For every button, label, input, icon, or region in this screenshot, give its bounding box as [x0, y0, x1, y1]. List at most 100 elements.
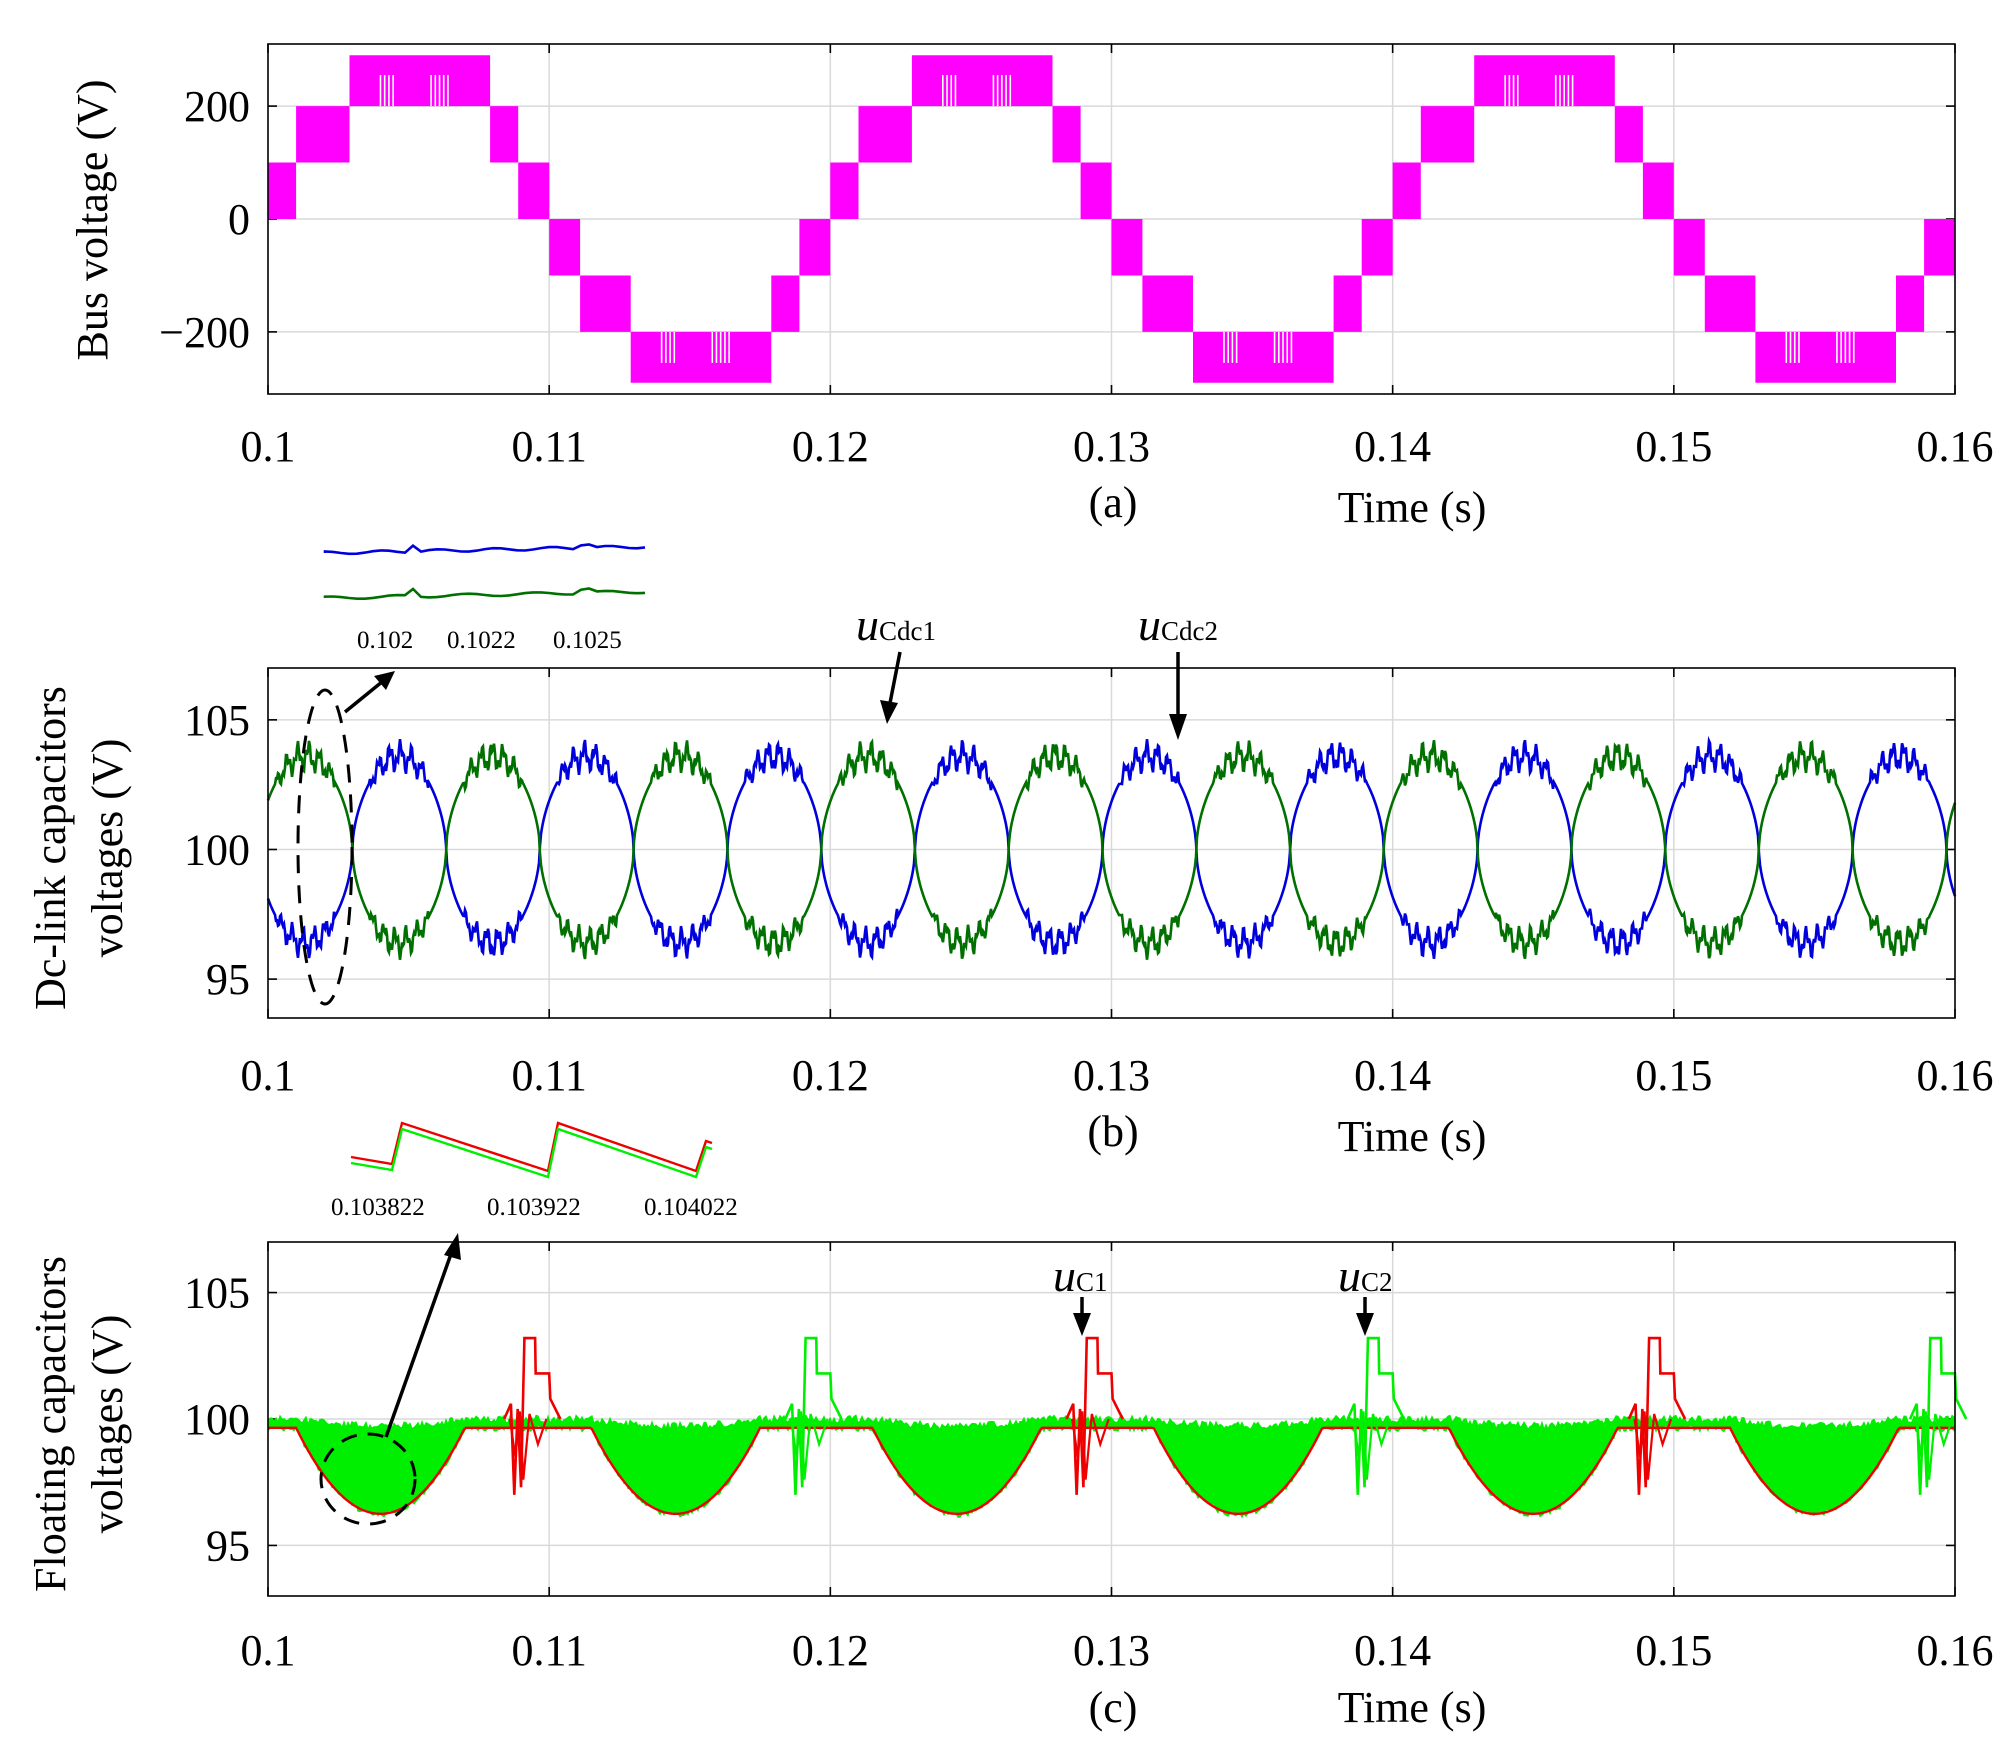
- y-tick-label: 100: [184, 825, 250, 874]
- x-tick-label: 0.11: [511, 1051, 586, 1100]
- x-tick-label: 0.16: [1917, 422, 1994, 471]
- uC2-band: [267, 1414, 1955, 1519]
- y-tick-label: 100: [184, 1395, 250, 1444]
- uC1-arrowhead: [1073, 1313, 1091, 1336]
- zoom-arrowhead-c: [444, 1233, 461, 1260]
- uCdc2-label: uCdc2: [1138, 599, 1218, 650]
- y-axis-label-c-line1: Floating capacitors: [26, 1256, 75, 1592]
- y-tick-label: 0: [228, 195, 250, 244]
- inset-b-tick-3: 0.1025: [553, 627, 622, 654]
- inset-b-uCdc2-trace: [323, 587, 646, 600]
- zoom-arrow-c: [384, 1253, 453, 1438]
- inset-c-tick-3: 0.104022: [644, 1194, 738, 1221]
- y-axis-label-a: Bus voltage (V): [68, 79, 117, 360]
- y-tick-label: 95: [206, 1521, 250, 1570]
- x-tick-label: 0.13: [1073, 1626, 1150, 1675]
- x-tick-label: 0.1: [241, 1626, 296, 1675]
- uC1-series: [268, 1426, 1954, 1515]
- uCdc2-series: [266, 738, 1957, 960]
- x-tick-label: 0.16: [1917, 1051, 1994, 1100]
- y-axis-label-b-line2: voltages (V): [83, 739, 132, 958]
- inset-c-uC1-trace: [350, 1121, 713, 1173]
- inset-b-uCdc1-trace: [323, 543, 646, 556]
- uC1-transient: [1627, 1336, 1687, 1495]
- inset-b-tick-1: 0.102: [357, 627, 413, 654]
- x-tick-label: 0.13: [1073, 1051, 1150, 1100]
- bus-voltage-series: [268, 55, 1955, 383]
- inset-b: 0.102 0.1022 0.1025: [323, 543, 646, 654]
- uC2-label: uC2: [1338, 1250, 1393, 1301]
- x-tick-label: 0.12: [792, 422, 869, 471]
- uC2-transient: [784, 1336, 843, 1495]
- x-tick-label: 0.11: [511, 1626, 586, 1675]
- panel-c: 0.1 0.11 0.12 0.13 0.14 0.15 0.16 105 100 95 Floa…: [26, 1121, 1994, 1732]
- y-tick-label: 105: [184, 1269, 250, 1318]
- uC1-transient-other: [1633, 1411, 1673, 1480]
- series-label-uCdc2: uCdc2: [1138, 599, 1218, 740]
- uC1-transient: [502, 1336, 562, 1495]
- panel-label-c: (c): [1089, 1683, 1138, 1732]
- uCdc1-arrow: [888, 651, 902, 704]
- y-tick-label: −200: [159, 308, 250, 357]
- uC1-transient: [1065, 1336, 1124, 1495]
- uCdc1-label: uCdc1: [856, 599, 936, 650]
- x-tick-label: 0.14: [1354, 1051, 1431, 1100]
- uCdc1-arrowhead: [880, 700, 898, 724]
- y-tick-label: 95: [206, 955, 250, 1004]
- x-tick-label: 0.14: [1354, 422, 1431, 471]
- x-tick-label: 0.15: [1635, 1051, 1712, 1100]
- series-label-uC1: uC1: [1053, 1250, 1108, 1336]
- y-axis-label-c-line2: voltages (V): [83, 1315, 132, 1534]
- x-tick-label: 0.13: [1073, 422, 1150, 471]
- x-tick-label: 0.12: [792, 1051, 869, 1100]
- y-axis-label-b-line1: Dc-link capacitors: [26, 686, 75, 1010]
- uC2-transient-other: [789, 1411, 829, 1480]
- x-axis-label-c: Time (s): [1338, 1683, 1487, 1732]
- inset-c-tick-1: 0.103822: [331, 1194, 425, 1221]
- uC2-arrowhead: [1356, 1313, 1374, 1336]
- y-tick-label: 200: [184, 82, 250, 131]
- x-tick-label: 0.16: [1917, 1626, 1994, 1675]
- y-tick-label: 105: [184, 696, 250, 745]
- x-tick-label: 0.14: [1354, 1626, 1431, 1675]
- uC2-transient-other: [1352, 1411, 1391, 1480]
- x-tick-label: 0.15: [1635, 422, 1712, 471]
- y-axis-label-b: Dc-link capacitors: [26, 686, 75, 1010]
- uC1-transient-other: [508, 1411, 548, 1480]
- panel-b: 0.1 0.11 0.12 0.13 0.14 0.15 0.16 105 100 95 Dc-l…: [26, 543, 1994, 1161]
- inset-c-tick-2: 0.103922: [487, 1194, 581, 1221]
- zoom-ellipse-c: [319, 1432, 417, 1526]
- axes-frame-c: [267, 1241, 1956, 1597]
- axes-frame-a: [267, 43, 1956, 395]
- y-axis-label-c: Floating capacitors: [26, 1256, 75, 1592]
- tick-labels-a: 0.1 0.11 0.12 0.13 0.14 0.15 0.16 200 0 −200: [159, 82, 1993, 471]
- x-tick-label: 0.1: [241, 422, 296, 471]
- panel-a: 0.1 0.11 0.12 0.13 0.14 0.15 0.16 200 0 −200 Bus …: [68, 43, 1994, 532]
- zoom-ellipse-b: [296, 688, 354, 1006]
- inset-c: 0.103822 0.103922 0.104022: [331, 1121, 738, 1221]
- panel-label-b: (b): [1087, 1107, 1138, 1156]
- x-tick-label: 0.15: [1635, 1626, 1712, 1675]
- y-axis-label-c-2: voltages (V): [83, 1315, 132, 1534]
- bus-voltage-plot: [268, 55, 1955, 383]
- tick-labels-b: 0.1 0.11 0.12 0.13 0.14 0.15 0.16 105 100 95: [184, 696, 1994, 1100]
- uCdc2-arrowhead: [1169, 714, 1187, 740]
- zoom-arrowhead-b: [374, 671, 395, 690]
- x-axis-label-a: Time (s): [1338, 483, 1487, 532]
- tick-labels-c: 0.1 0.11 0.12 0.13 0.14 0.15 0.16 105 100 95: [184, 1269, 1994, 1675]
- uC2-transient: [1346, 1336, 1406, 1495]
- uC2-transient: [1908, 1336, 1968, 1495]
- panel-label-a: (a): [1089, 478, 1138, 527]
- uC1-label: uC1: [1053, 1250, 1108, 1301]
- inset-c-uC2-trace: [350, 1127, 713, 1179]
- uC2-transient-other: [1914, 1411, 1954, 1480]
- x-tick-label: 0.12: [792, 1626, 869, 1675]
- inset-b-tick-2: 0.1022: [447, 627, 516, 654]
- uCdc1-series: [266, 735, 1957, 961]
- x-tick-label: 0.11: [511, 422, 586, 471]
- axes-frame-b: [267, 667, 1956, 1019]
- series-label-uCdc1: uCdc1: [856, 599, 936, 724]
- floating-cap-plot: [267, 1336, 1968, 1519]
- x-tick-label: 0.1: [241, 1051, 296, 1100]
